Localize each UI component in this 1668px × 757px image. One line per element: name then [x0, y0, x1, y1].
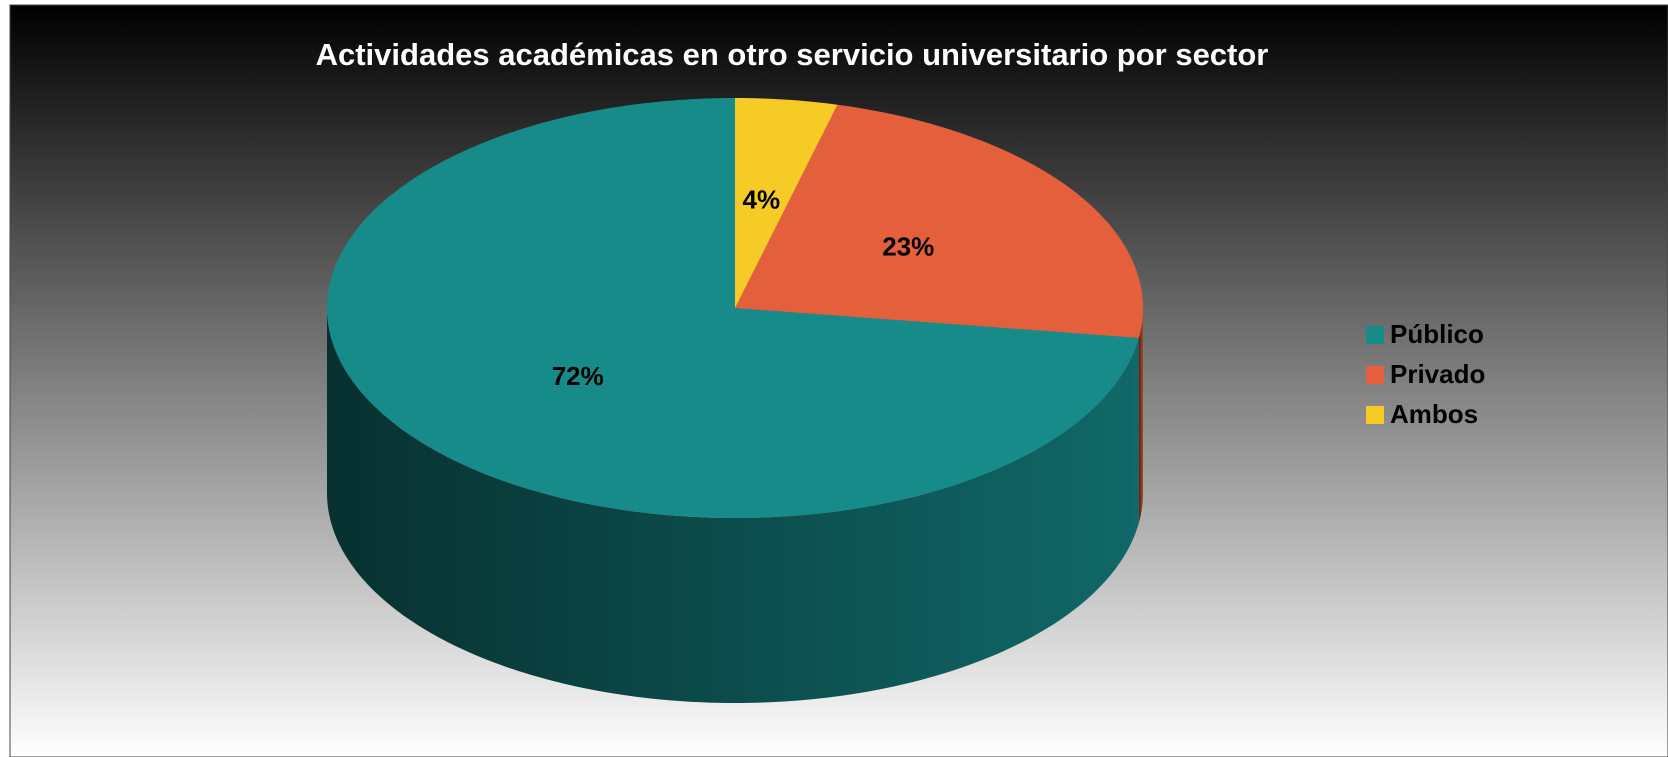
legend-label: Privado — [1390, 359, 1485, 389]
legend-label: Ambos — [1390, 399, 1478, 429]
pie-slice — [735, 104, 1143, 338]
legend-swatch — [1366, 406, 1384, 424]
chart-title: Actividades académicas en otro servicio … — [316, 37, 1269, 72]
pie-slice — [327, 98, 1139, 518]
pie-side — [327, 308, 1139, 703]
data-label: 23% — [882, 232, 934, 262]
data-label: 4% — [743, 185, 781, 215]
legend: Público Privado Ambos — [1366, 319, 1485, 429]
pie-slice — [735, 98, 838, 308]
legend-swatch — [1366, 326, 1384, 344]
data-label: 72% — [552, 361, 604, 391]
legend-label: Público — [1390, 319, 1484, 349]
pie: 72% 23% 4% — [327, 98, 1143, 703]
pie-side — [1138, 308, 1143, 523]
legend-swatch — [1366, 366, 1384, 384]
